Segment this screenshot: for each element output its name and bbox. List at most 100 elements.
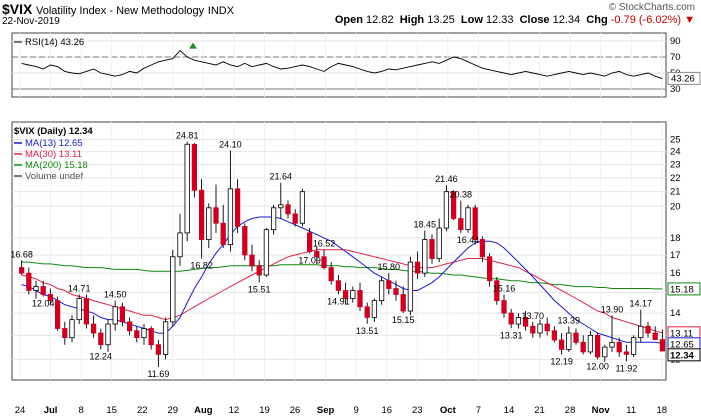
candle-body [98, 332, 104, 346]
close-value: 12.34 [552, 14, 581, 26]
price-annotation: 13.39 [558, 315, 581, 325]
candle-body [580, 341, 586, 353]
rsi-line [21, 49, 663, 80]
candle-body [479, 239, 486, 258]
candle-body [414, 261, 421, 274]
price-annotation: 16.68 [10, 249, 33, 259]
candle-body [112, 306, 118, 325]
candle-body [436, 227, 442, 259]
candle-body [191, 143, 198, 191]
candle-body [458, 218, 464, 231]
chart-date: 22-Nov-2019 [2, 16, 60, 27]
candle-body [342, 290, 349, 299]
legend-entry: MA(13) 12.65 [25, 138, 83, 149]
candle-body [659, 339, 666, 352]
price-tick-label: 21 [670, 187, 681, 198]
x-tick-label: 22 [137, 405, 148, 416]
candle-body [170, 256, 176, 323]
candle-body [443, 191, 450, 229]
right-marker-text: 13.11 [670, 328, 693, 339]
candle-body [26, 272, 32, 291]
price-annotation: 11.92 [615, 363, 637, 373]
candle-body [551, 330, 558, 341]
candle-body [558, 339, 565, 350]
close-label: Close [519, 14, 550, 26]
price-annotation: 15.16 [493, 283, 516, 293]
price-tick-label: 18 [670, 233, 681, 244]
candle-body [213, 207, 219, 224]
price-annotation: 12.00 [586, 361, 609, 371]
candle-body [321, 256, 327, 268]
candle-body [69, 319, 75, 339]
high-value: 13.25 [427, 14, 455, 26]
x-tick-label: 28 [565, 405, 576, 416]
candle-body [126, 321, 133, 332]
price-annotation: 14.71 [68, 283, 91, 293]
candle-body [242, 226, 248, 256]
price-tick-label: 20 [670, 201, 681, 212]
legend-entry: Volume undef [25, 171, 83, 182]
candle-body [422, 239, 428, 274]
price-annotation: 17.09 [298, 255, 321, 265]
open-label: Open [334, 14, 363, 26]
rsi-value-marker: 43.26 [671, 73, 695, 84]
x-tick-label: 11 [626, 405, 636, 416]
candle-body [602, 346, 608, 358]
price-annotation: 12.24 [90, 352, 113, 362]
price-annotation: 20.38 [450, 190, 473, 200]
candle-body [335, 280, 342, 291]
price-annotation: 13.31 [500, 330, 523, 340]
candle-body [105, 323, 111, 346]
ohlc-summary: Open 12.82 High 13.25 Low 12.33 Close 12… [335, 14, 695, 26]
down-arrow-icon: ▼ [684, 14, 695, 26]
candle-body [62, 328, 68, 339]
price-annotation: 12.19 [550, 357, 573, 367]
price-annotation: 12.04 [32, 299, 55, 309]
rsi-legend-label: RSI(14) 43.26 [25, 37, 84, 48]
price-tick-label: 23 [670, 159, 681, 170]
price-annotation: 14.91 [327, 296, 350, 306]
candle-body [357, 290, 363, 308]
rsi-tick-label: 30 [670, 84, 681, 95]
candle-body [306, 232, 313, 252]
x-tick-label: 23 [412, 405, 423, 416]
candle-body [429, 239, 435, 259]
candle-body [378, 280, 385, 301]
candle-body [270, 207, 277, 231]
price-legend-title: $VIX (Daily) 12.34 [14, 126, 93, 137]
legend-entry: MA(30) 13.11 [25, 149, 82, 160]
x-tick-label: Nov [592, 405, 611, 416]
legend-entry: MA(200) 15.18 [25, 160, 88, 171]
candle-body [386, 280, 392, 289]
candle-body [263, 229, 270, 276]
candle-body [609, 341, 615, 348]
candle-body [227, 188, 234, 245]
chg-label: Chg [586, 14, 608, 26]
x-tick-label: 29 [168, 405, 179, 416]
candle-body [501, 300, 507, 314]
price-annotation: 13.90 [601, 304, 624, 314]
candle-body [472, 207, 478, 240]
candle-body [400, 294, 406, 312]
price-annotation: 11.69 [147, 369, 169, 379]
price-annotation: 16.82 [190, 261, 213, 271]
candle-body [177, 232, 183, 258]
x-tick-label: 15 [106, 405, 117, 416]
x-tick-label: 8 [78, 405, 83, 416]
price-tick-label: 14 [670, 308, 681, 319]
candle-body [537, 323, 543, 334]
candle-body [486, 256, 493, 282]
price-tick-label: 16 [670, 268, 681, 279]
price-annotation: 21.64 [270, 172, 293, 182]
price-annotation: 14.17 [630, 299, 653, 309]
ma30-line [21, 249, 663, 334]
rsi-tick-label: 70 [670, 52, 681, 63]
right-marker-text: 15.18 [670, 284, 694, 295]
x-tick-label: 24 [15, 405, 26, 416]
right-marker-box [667, 348, 701, 362]
x-tick-label: 18 [656, 405, 667, 416]
price-tick-label: 25 [670, 134, 681, 145]
price-tick-label: 24 [670, 147, 681, 158]
candle-body [544, 323, 550, 332]
